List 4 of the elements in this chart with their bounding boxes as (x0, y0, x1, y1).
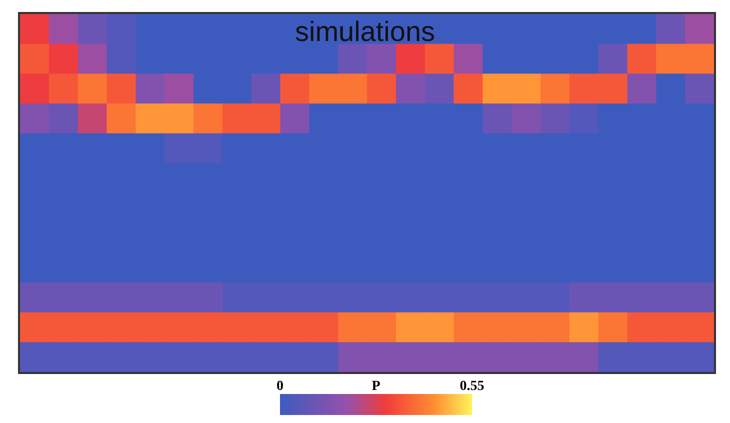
color-bar-label: 0.55 (460, 379, 484, 394)
color-bar-label: 0 (276, 379, 284, 394)
chart-title: simulations (294, 16, 436, 48)
color-bar-title: P (372, 379, 381, 394)
